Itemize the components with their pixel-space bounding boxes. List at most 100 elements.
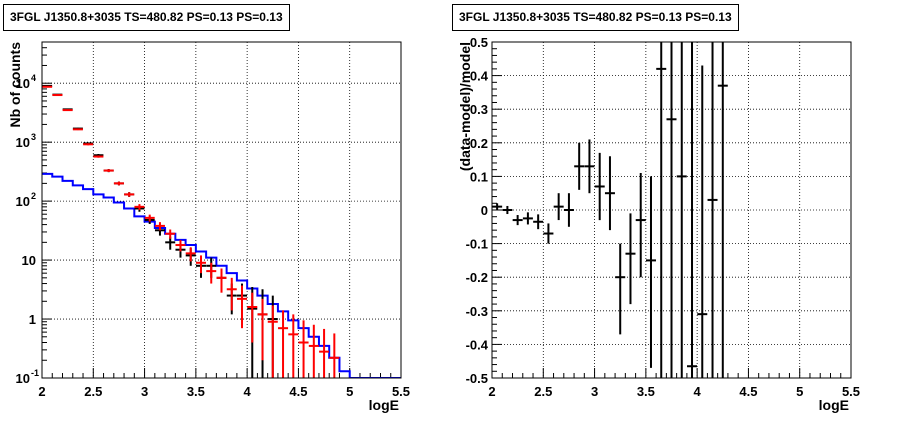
y-tick-exponent: 2 xyxy=(31,191,36,201)
black-data-point xyxy=(604,156,615,231)
red-data-point xyxy=(124,192,135,197)
data-layer xyxy=(42,84,401,378)
black-data-point xyxy=(574,142,585,190)
red-data-point xyxy=(237,285,248,329)
y-tick-label: 10 xyxy=(16,76,30,91)
black-data-point xyxy=(584,139,595,194)
red-data-point xyxy=(62,109,73,112)
red-data-point xyxy=(319,328,330,378)
black-data-point xyxy=(615,243,626,335)
red-data-point xyxy=(113,181,124,186)
left-plot-title: 3FGL J1350.8+3035 TS=480.82 PS=0.13 PS=0… xyxy=(3,4,290,31)
x-tick-label: 3.5 xyxy=(187,384,205,399)
red-data-point xyxy=(103,169,114,172)
plot-frame xyxy=(491,41,852,379)
red-data-point xyxy=(185,247,196,262)
red-data-point xyxy=(206,262,217,284)
y-tick-label: -0.3 xyxy=(466,304,488,319)
black-data-point xyxy=(165,236,176,250)
y-tick-label: -0.4 xyxy=(466,337,489,352)
red-data-point xyxy=(298,320,309,378)
black-data-point xyxy=(635,173,646,278)
x-tick-label: 5 xyxy=(346,384,353,399)
red-data-point xyxy=(134,204,145,210)
y-tick-label: 0 xyxy=(481,203,488,218)
black-data-point xyxy=(625,213,636,305)
y-tick-exponent: 3 xyxy=(31,132,36,142)
y-tick-exponent: -1 xyxy=(31,368,39,378)
black-data-point xyxy=(502,205,513,215)
x-tick-label: 5 xyxy=(796,384,803,399)
x-tick-label: 3 xyxy=(591,384,598,399)
y-tick-label: -0.2 xyxy=(466,270,488,285)
red-data-point xyxy=(42,85,53,88)
red-data-point xyxy=(165,229,176,239)
y-tick-label: 0.4 xyxy=(470,69,489,84)
black-data-point xyxy=(563,193,574,227)
red-data-point xyxy=(93,155,104,158)
black-data-point xyxy=(666,42,677,378)
black-data-point xyxy=(707,42,718,378)
y-tick-label: 0.1 xyxy=(470,169,488,184)
x-tick-label: 4 xyxy=(244,384,252,399)
red-data-point xyxy=(83,143,94,146)
x-tick-label: 3.5 xyxy=(637,384,655,399)
red-data-point xyxy=(175,239,186,252)
red-data-point xyxy=(226,277,237,311)
red-data-point xyxy=(288,314,299,378)
black-data-point xyxy=(697,65,708,378)
y-tick-label: 10 xyxy=(22,253,36,268)
black-data-point xyxy=(533,214,544,230)
x-tick-label: 4.5 xyxy=(739,384,757,399)
black-data-point xyxy=(522,212,533,225)
red-data-point xyxy=(267,305,278,378)
black-data-point xyxy=(492,203,503,210)
x-tick-label: 2 xyxy=(488,384,495,399)
red-data-point xyxy=(278,310,289,378)
y-tick-label: 0.2 xyxy=(470,136,488,151)
data-layer xyxy=(492,42,728,378)
y-tick-label: -0.5 xyxy=(466,371,488,386)
x-axis-label: logE xyxy=(819,397,849,413)
x-axis-label: logE xyxy=(369,397,399,413)
black-data-point xyxy=(676,42,687,378)
x-tick-label: 2.5 xyxy=(534,384,552,399)
x-tick-label: 4 xyxy=(694,384,702,399)
y-tick-label: 10 xyxy=(16,135,30,150)
red-data-point xyxy=(216,268,227,293)
x-tick-label: 5.5 xyxy=(842,384,860,399)
plot-frame xyxy=(41,41,402,379)
red-data-point xyxy=(329,333,340,378)
black-data-point xyxy=(717,42,728,378)
y-axis-label: Nb of counts xyxy=(7,42,23,128)
plot-residuals: 2 2.5 3 3.5 4 4.5 5 5.5 -0.5 -0.4 -0.3 -0.2 -0.1 0 0.1… xyxy=(457,35,860,413)
red-data-point xyxy=(257,298,268,361)
right-plot-title: 3FGL J1350.8+3035 TS=480.82 PS=0.13 PS=0… xyxy=(452,4,739,31)
black-data-point xyxy=(543,223,554,244)
black-data-point xyxy=(687,42,698,378)
y-tick-label: 10 xyxy=(16,371,30,386)
black-data-point xyxy=(656,42,667,378)
x-tick-label: 3 xyxy=(141,384,148,399)
black-data-point xyxy=(553,193,564,221)
red-data-point xyxy=(154,222,165,231)
y-tick-exponent: 4 xyxy=(31,73,36,83)
black-data-point xyxy=(645,176,656,368)
y-tick-label: 0.5 xyxy=(470,35,488,50)
black-data-point xyxy=(512,215,523,226)
red-data-point xyxy=(52,94,63,97)
y-tick-label: 0.3 xyxy=(470,102,488,117)
red-data-point xyxy=(247,292,258,343)
x-tick-label: 5.5 xyxy=(392,384,410,399)
x-tick-label: 2.5 xyxy=(84,384,102,399)
x-tick-label: 2 xyxy=(38,384,45,399)
red-data-point xyxy=(144,214,155,222)
red-data-point xyxy=(72,128,83,131)
red-data-point xyxy=(195,255,206,274)
y-tick-label: 10 xyxy=(16,194,30,209)
red-data-point xyxy=(308,324,319,378)
y-tick-label: 1 xyxy=(29,312,36,327)
x-tick-label: 4.5 xyxy=(289,384,307,399)
